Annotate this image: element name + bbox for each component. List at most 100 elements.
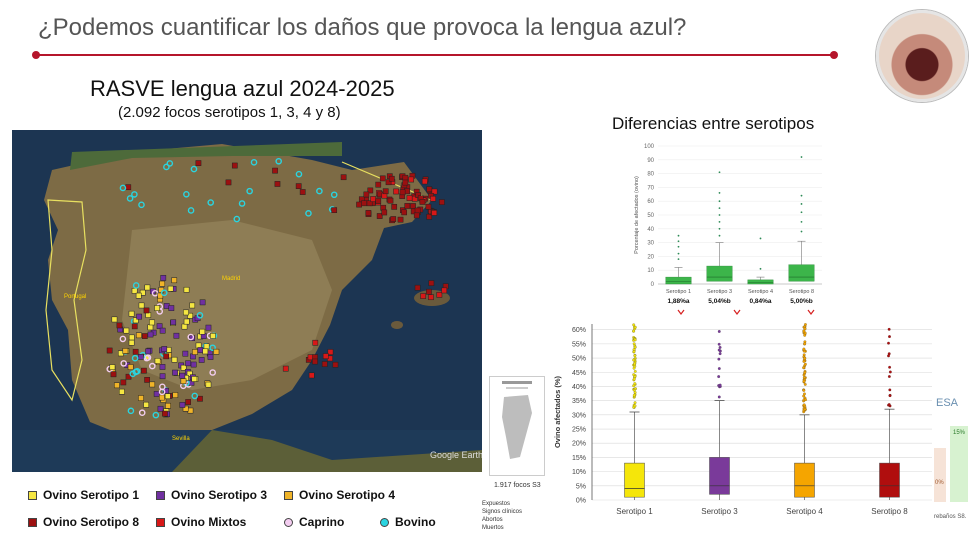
legend-item: Ovino Serotipo 1 <box>28 488 139 502</box>
legend-swatch <box>28 517 37 527</box>
outbreak-marker <box>196 311 204 319</box>
x-tick-label: Serotipo 1 <box>616 507 653 516</box>
outlier-point <box>677 258 680 261</box>
outbreak-marker <box>149 362 156 370</box>
outbreak-marker <box>165 402 171 409</box>
outbreak-marker <box>128 310 135 317</box>
x-tick-label: Serotipo 4 <box>786 507 823 516</box>
map-canvas: Portugal Madrid Sevilla Google Earth <box>12 130 482 472</box>
y-tick-label: 40% <box>572 384 586 391</box>
underline-dot-left <box>32 51 40 59</box>
outbreak-marker <box>141 367 147 374</box>
outlier-point <box>803 342 807 346</box>
outlier-point <box>888 370 892 374</box>
outbreak-marker <box>127 407 135 415</box>
fragment-value: 15% <box>953 430 966 436</box>
outbreak-marker <box>131 288 138 294</box>
outbreak-marker <box>332 361 339 368</box>
outbreak-marker <box>172 392 179 398</box>
outbreak-marker <box>187 407 194 414</box>
outbreak-marker <box>182 350 189 357</box>
outbreak-markers <box>106 157 449 419</box>
outbreak-marker <box>159 327 166 334</box>
box <box>709 457 730 495</box>
outlier-point <box>717 395 721 399</box>
outlier-point <box>803 356 807 360</box>
y-tick-label: 90 <box>647 158 654 164</box>
arrow-marker <box>677 309 685 315</box>
outlier-point <box>759 267 762 270</box>
northern-coast <box>70 142 342 170</box>
box <box>624 462 645 498</box>
outlier-point <box>632 358 636 362</box>
thumbnail-note: Abortos <box>482 517 503 523</box>
outlier-point <box>633 362 637 366</box>
outbreak-marker <box>120 379 127 386</box>
arrow-marker <box>733 309 741 315</box>
legend-swatch <box>156 517 165 527</box>
outbreak-marker <box>147 331 154 338</box>
outbreak-marker <box>197 347 204 353</box>
outlier-point <box>887 375 891 378</box>
thumbnail-caption: 1.917 focos S3 <box>494 482 541 489</box>
outbreak-marker <box>132 348 139 355</box>
boxplot-canvas: 0 10 20 30 40 50 60 70 80 90 100 Porcentaje de afec… <box>634 144 822 315</box>
outlier-point <box>800 211 803 214</box>
x-tick-label: Serotipo 8 <box>789 289 814 295</box>
outlier-point <box>717 357 721 361</box>
outlier-point <box>802 366 805 370</box>
arrow-marker <box>807 309 815 315</box>
outbreak-marker <box>428 294 434 301</box>
y-tick-label: 55% <box>572 341 586 348</box>
outbreak-marker <box>179 372 186 379</box>
outbreak-marker <box>183 286 190 293</box>
outbreak-marker <box>128 339 135 346</box>
outbreak-marker <box>145 348 151 355</box>
outbreak-marker <box>119 335 127 343</box>
outbreak-marker <box>282 365 289 372</box>
outbreak-marker <box>414 284 421 291</box>
outlier-point <box>802 403 806 407</box>
outbreak-marker <box>275 157 282 165</box>
legend-item: Ovino Serotipo 4 <box>284 488 395 502</box>
serotype-boxplot-colored: 0% 5% 10% 15% 20% 25% 30% 35% 40% 45% 50% 55% 60% Ovi… <box>548 314 936 544</box>
outbreak-marker <box>207 354 214 360</box>
outlier-point <box>717 348 721 352</box>
outbreak-marker <box>129 370 137 378</box>
thumbnail-note: Expuestos <box>482 501 511 507</box>
legend-label: Ovino Serotipo 4 <box>299 488 396 502</box>
legend-item: Bovino <box>380 515 436 529</box>
legend-item: Caprino <box>284 515 344 529</box>
outbreak-marker <box>187 207 195 214</box>
outlier-point <box>632 393 636 397</box>
outlier-point <box>887 403 891 406</box>
outlier-point <box>633 391 637 394</box>
outbreak-marker <box>439 199 445 205</box>
outbreak-marker <box>431 210 438 216</box>
y-tick-label: 70 <box>647 185 654 191</box>
outlier-point <box>888 335 891 338</box>
map-label-portugal: Portugal <box>64 294 86 300</box>
legend-label: Ovino Mixtos <box>171 515 247 529</box>
box <box>706 265 733 282</box>
outbreak-marker <box>238 200 246 207</box>
outbreak-marker <box>153 391 160 397</box>
outbreak-marker <box>246 187 253 195</box>
outbreak-marker <box>199 328 206 335</box>
north-africa <box>172 430 482 472</box>
legend-swatch <box>156 490 165 500</box>
outbreak-marker <box>163 303 170 309</box>
outbreak-marker <box>391 203 398 210</box>
outbreak-marker <box>413 212 420 219</box>
outbreak-marker <box>125 373 132 380</box>
outbreak-marker <box>158 388 166 396</box>
outlier-point <box>633 370 637 373</box>
outbreak-marker <box>187 333 195 341</box>
outlier-point <box>632 350 636 354</box>
outbreak-marker <box>126 195 134 202</box>
outbreak-marker <box>382 188 389 195</box>
outbreak-marker <box>135 292 142 299</box>
slide-title: ¿Podemos cuantificar los daños que provo… <box>38 14 687 41</box>
outbreak-marker <box>312 358 318 365</box>
outbreak-marker <box>233 215 241 223</box>
